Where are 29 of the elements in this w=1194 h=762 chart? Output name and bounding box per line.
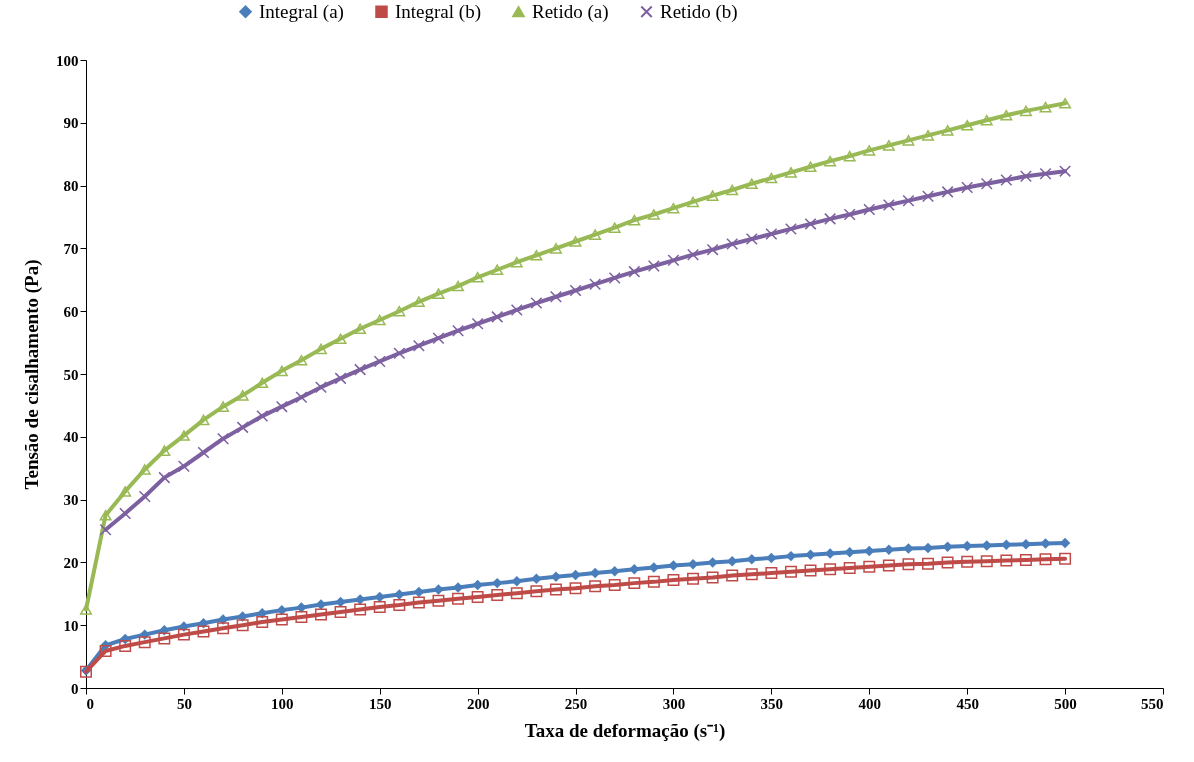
x-tick-label: 400 — [858, 695, 882, 712]
y-tick-label: 50 — [63, 366, 79, 383]
legend-label: Retido (a) — [532, 0, 609, 23]
y-tick-label: 90 — [63, 115, 79, 132]
legend-label: Integral (b) — [395, 0, 481, 23]
y-tick-label: 70 — [63, 240, 79, 257]
x-tick-label: 450 — [956, 695, 979, 712]
x-tick-label: 100 — [271, 695, 294, 712]
x-tick-label: 50 — [176, 695, 192, 712]
x-tick-label: 500 — [1054, 695, 1077, 712]
y-tick-label: 20 — [63, 554, 79, 571]
y-tick-label: 80 — [63, 178, 79, 195]
y-tick-label: 100 — [56, 52, 79, 69]
legend-label: Integral (a) — [259, 0, 344, 23]
y-tick-label: 30 — [63, 492, 79, 509]
x-tick-label: 0 — [86, 695, 94, 712]
legend-label: Retido (b) — [660, 0, 738, 23]
x-tick-label: 150 — [368, 695, 392, 712]
x-axis-title: Taxa de deformação (s⁻¹) — [524, 719, 726, 742]
y-axis-title: Tensão de cisalhamento (Pa) — [21, 259, 43, 490]
y-tick-label: 40 — [63, 429, 79, 446]
x-tick-label: 350 — [760, 695, 784, 712]
x-tick-label: 550 — [1141, 695, 1164, 712]
x-tick-label: 250 — [564, 695, 588, 712]
y-tick-label: 60 — [63, 303, 79, 320]
x-tick-label: 300 — [662, 695, 686, 712]
x-tick-label: 200 — [466, 695, 490, 712]
y-tick-label: 10 — [63, 617, 79, 634]
y-tick-label: 0 — [71, 680, 79, 697]
